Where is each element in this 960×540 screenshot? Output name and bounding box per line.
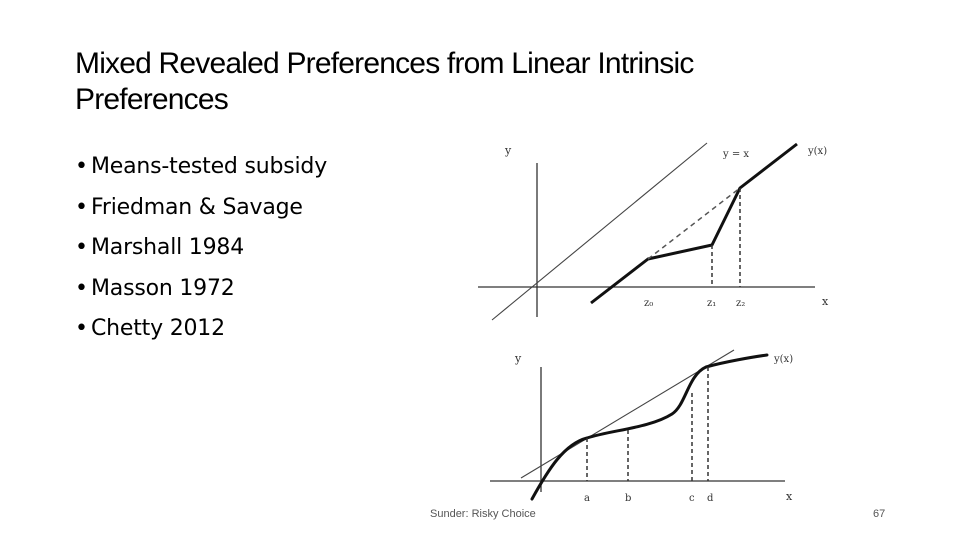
bottom-tick-a: a <box>584 493 590 504</box>
top-line-label: y = x <box>722 149 749 160</box>
top-tick-z1: z₁ <box>707 298 716 309</box>
bottom-tick-c: c <box>689 493 695 504</box>
bullet-item: • Friedman & Savage <box>75 188 327 229</box>
footer-text: Sunder: Risky Choice <box>430 508 536 520</box>
bullet-dot: • <box>75 235 88 260</box>
bottom-tick-b: b <box>625 493 631 504</box>
slide-title: Mixed Revealed Preferences from Linear I… <box>75 47 694 116</box>
top-tick-z0: z₀ <box>644 298 653 309</box>
bottom-curve <box>530 353 769 501</box>
bullet-dot: • <box>75 275 88 301</box>
top-line-y-equals-x <box>491 142 708 321</box>
bottom-curve-label: y(x) <box>773 354 793 365</box>
bullet-dot: • <box>75 316 88 341</box>
bullet-dot: • <box>75 194 88 220</box>
top-x-axis-label: x <box>822 295 829 308</box>
bullet-item: • Chetty 2012 <box>75 309 327 350</box>
page-number: 67 <box>873 508 886 520</box>
bullet-item: • Means-tested subsidy <box>75 147 327 188</box>
top-y-axis-label: y <box>504 144 512 157</box>
bullet-dot: • <box>75 154 88 179</box>
bottom-diagram: y x y(x) a b c d <box>490 349 793 504</box>
bottom-tick-d: d <box>707 493 714 504</box>
top-tick-z2: z₂ <box>736 298 745 309</box>
bullet-item: • Masson 1972 <box>75 269 327 310</box>
top-diagram: y x y = x y(x) z₀ z₁ z₂ <box>478 142 829 321</box>
bottom-x-axis-label: x <box>786 490 793 503</box>
top-chord-dashed <box>647 187 741 260</box>
bullet-list: • Means-tested subsidy • Friedman & Savage… <box>75 147 327 350</box>
bullet-item: • Marshall 1984 <box>75 228 327 269</box>
top-curve-label: y(x) <box>807 146 827 157</box>
bottom-y-axis-label: y <box>514 352 522 365</box>
